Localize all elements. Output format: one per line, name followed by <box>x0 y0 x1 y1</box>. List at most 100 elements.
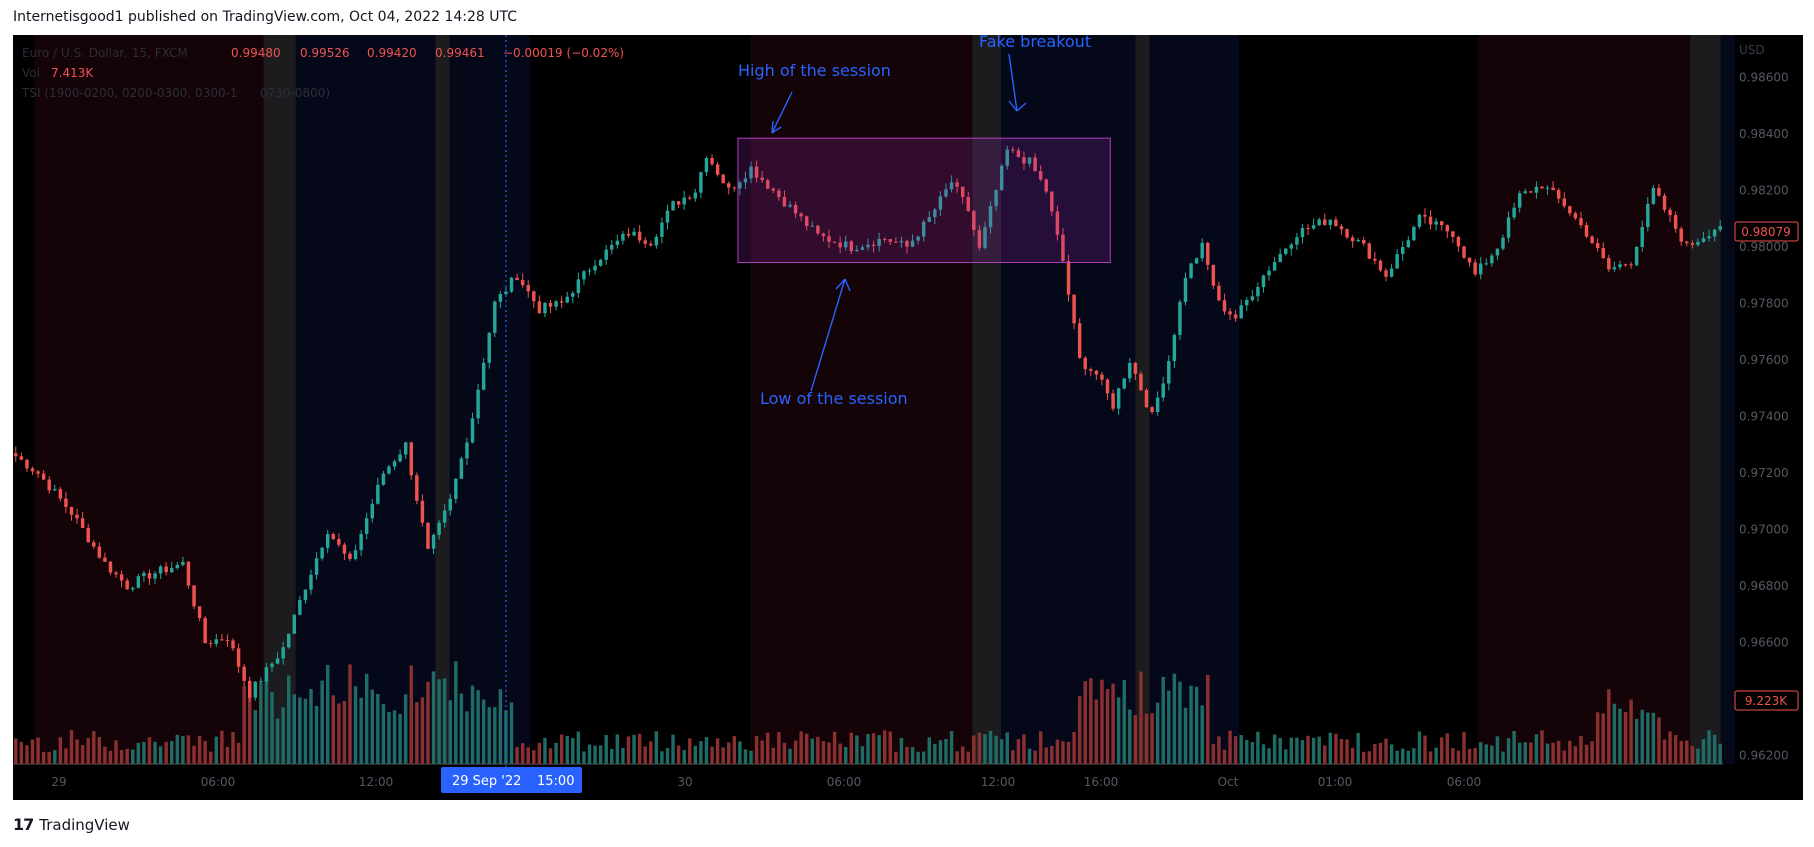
candle-body <box>1601 247 1605 258</box>
volume-bar <box>247 689 252 764</box>
candle-body <box>877 238 881 246</box>
candle-body <box>465 442 469 459</box>
candle-body <box>1089 369 1093 371</box>
volume-bar <box>1501 751 1505 764</box>
candle-body <box>53 489 57 491</box>
volume-bar <box>1111 683 1115 764</box>
volume-bar <box>626 736 631 764</box>
candle-body <box>481 362 486 390</box>
candle-body <box>286 633 291 648</box>
candle-body <box>933 209 937 218</box>
session-backgrounds <box>34 35 1735 764</box>
candle-body <box>103 557 107 562</box>
volume-bar <box>1306 735 1310 764</box>
candle-body <box>1568 206 1572 214</box>
candle-body <box>810 225 815 227</box>
time-axis[interactable]: 2906:0012:0018:003006:0012:0016:00Oct01:… <box>51 775 1481 789</box>
volume-bar <box>426 681 430 764</box>
candle-body <box>225 640 230 642</box>
candle-body <box>526 285 530 292</box>
price-axis[interactable]: USD 0.98600 0.98400 0.98200 0.98000 0.97800 0… <box>1739 43 1789 763</box>
volume-bar <box>381 704 386 764</box>
candle-body <box>1618 264 1622 268</box>
chart-area[interactable]: High of the session Low of the session F… <box>13 32 1803 800</box>
candle-body <box>1490 255 1494 264</box>
volume-bar <box>1556 740 1561 764</box>
time-tick-label: 01:00 <box>1318 775 1353 789</box>
candle-body <box>1534 186 1539 193</box>
volume-bar <box>1027 748 1032 764</box>
volume-bar <box>147 737 152 764</box>
candle-body <box>175 564 180 569</box>
session-band <box>295 35 436 764</box>
volume-bar <box>894 751 898 764</box>
volume-bar <box>259 682 263 764</box>
candle-body <box>559 301 564 303</box>
volume-bar <box>1267 748 1271 764</box>
session-band <box>1135 35 1150 764</box>
footer-brand[interactable]: 17 TradingView <box>13 815 130 834</box>
volume-bar <box>298 697 302 764</box>
volume-bar <box>437 679 441 764</box>
candle-body <box>1562 198 1566 207</box>
volume-bar <box>843 746 848 764</box>
candle-body <box>1434 221 1438 225</box>
volume-bar <box>1612 703 1617 764</box>
candle-body <box>1579 218 1583 226</box>
candle-body <box>1701 238 1706 242</box>
candlestick-chart[interactable]: High of the session Low of the session F… <box>13 32 1803 800</box>
volume-bar <box>1512 730 1516 764</box>
volume-bar <box>1506 738 1511 764</box>
candle-body <box>1295 237 1299 245</box>
volume-bar <box>108 750 113 764</box>
candle-body <box>1044 179 1048 192</box>
volume-bar <box>359 697 363 764</box>
volume-bar <box>955 751 959 764</box>
candle-body <box>231 640 235 649</box>
candle-body <box>593 265 597 271</box>
candle-body <box>777 190 781 197</box>
volume-bar <box>487 707 491 764</box>
candle-body <box>392 461 397 467</box>
volume-bar <box>69 730 74 764</box>
candle-body <box>153 573 157 579</box>
candle-body <box>827 236 831 242</box>
volume-bar <box>53 750 57 764</box>
candle-body <box>693 192 698 199</box>
candle-body <box>1350 237 1355 242</box>
volume-bar <box>325 664 330 764</box>
volume-bar <box>415 702 419 764</box>
volume-bar <box>610 749 614 764</box>
candle-body <box>1306 228 1310 230</box>
candle-body <box>1094 370 1099 375</box>
volume-bar <box>832 731 837 764</box>
volume-bar <box>1490 745 1494 764</box>
candle-body <box>509 277 514 292</box>
volume-bar <box>727 742 731 764</box>
candle-body <box>1267 270 1271 276</box>
volume-bar <box>604 735 608 764</box>
volume-bar <box>1451 748 1455 764</box>
candle-body <box>1027 157 1032 164</box>
volume-bar <box>1289 737 1294 764</box>
volume-bar <box>1640 709 1644 764</box>
volume-bar <box>699 741 703 764</box>
volume-bar <box>760 740 764 764</box>
candle-body <box>1523 191 1527 194</box>
candle-body <box>504 291 508 295</box>
candle-body <box>788 204 792 207</box>
candle-body <box>1384 270 1388 277</box>
volume-bar <box>1011 750 1015 764</box>
volume-bar <box>921 751 926 764</box>
volume-bar <box>988 730 993 764</box>
candle-body <box>738 182 742 189</box>
candle-body <box>860 247 865 250</box>
volume-bar <box>1712 734 1717 764</box>
candle-body <box>1362 239 1366 244</box>
candle-body <box>1284 248 1288 254</box>
volume-bar <box>871 733 876 764</box>
candle-body <box>1250 296 1255 300</box>
volume-bar <box>1189 685 1193 764</box>
candle-body <box>1228 311 1232 315</box>
candle-body <box>1439 221 1444 226</box>
